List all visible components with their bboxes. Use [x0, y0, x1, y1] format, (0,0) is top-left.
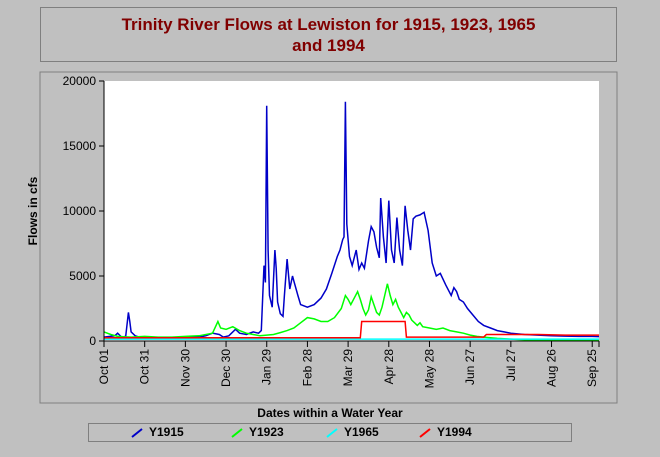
x-tick-label: Feb 28 [300, 349, 314, 387]
chart-title: Trinity River Flows at Lewiston for 1915… [40, 7, 617, 62]
x-tick-label: Oct 01 [97, 349, 111, 385]
legend: Y1915 Y1923 Y1965 Y1994 [88, 423, 572, 442]
legend-label: Y1965 [344, 425, 379, 439]
legend-label: Y1923 [249, 425, 284, 439]
series-line-y1994 [104, 320, 599, 339]
legend-item-y1965: Y1965 [326, 425, 379, 439]
x-tick-label: Sep 25 [585, 349, 599, 387]
x-tick-label: Oct 31 [138, 349, 152, 385]
chart-title-line-1: Trinity River Flows at Lewiston for 1915… [121, 14, 536, 34]
x-tick-label: Dec 30 [219, 349, 233, 387]
y-tick-label: 20000 [63, 74, 97, 88]
x-tick-label: Jun 27 [463, 349, 477, 385]
legend-swatch [231, 428, 243, 438]
series-layer [103, 101, 600, 342]
axes-layer: 0 5000 10000 15000 20000 Oct 01 Oct 31 Nov 30 De… [63, 74, 600, 388]
series-line-y1915 [103, 101, 600, 340]
y-tick-label: 0 [89, 334, 96, 348]
x-tick-label: Jan 29 [260, 349, 274, 385]
legend-label: Y1994 [437, 425, 472, 439]
legend-swatch [131, 428, 143, 438]
x-tick-label: Nov 30 [178, 349, 192, 387]
legend-swatch [326, 428, 338, 438]
x-axis-label: Dates within a Water Year [257, 406, 403, 420]
legend-swatch [419, 428, 431, 438]
legend-label: Y1915 [149, 425, 184, 439]
legend-item-y1915: Y1915 [131, 425, 184, 439]
y-tick-label: 15000 [63, 139, 97, 153]
y-axis-label: Flows in cfs [26, 176, 40, 245]
x-tick-label: Apr 28 [382, 349, 396, 385]
legend-item-y1923: Y1923 [231, 425, 284, 439]
y-tick-label: 5000 [69, 269, 96, 283]
y-tick-label: 10000 [63, 204, 97, 218]
plot-area [104, 81, 599, 341]
x-tick-label: Jul 27 [504, 349, 518, 381]
legend-item-y1994: Y1994 [419, 425, 472, 439]
x-tick-label: Mar 29 [341, 349, 355, 387]
chart-title-line-2: and 1994 [292, 35, 365, 55]
series-line-y1923 [103, 283, 599, 342]
x-tick-label: May 28 [422, 349, 436, 389]
x-tick-label: Aug 26 [545, 349, 559, 387]
